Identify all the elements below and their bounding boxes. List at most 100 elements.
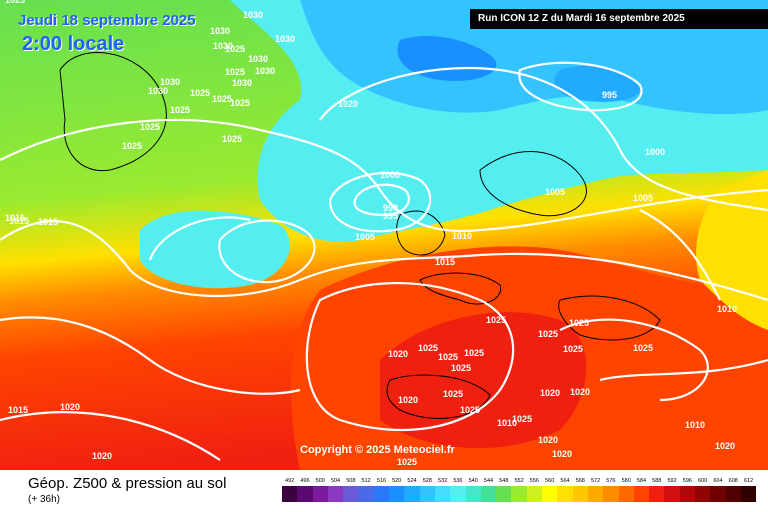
scale-color-swatch bbox=[465, 486, 481, 502]
scale-color-swatch bbox=[312, 486, 328, 502]
pressure-label: 1015 bbox=[5, 213, 25, 223]
pressure-label: 1020 bbox=[388, 349, 408, 359]
pressure-label: 1015 bbox=[435, 257, 455, 267]
pressure-label: 1025 bbox=[563, 344, 583, 354]
scale-color-swatch bbox=[587, 486, 604, 502]
scale-tick-label: 556 bbox=[529, 478, 539, 484]
scale-color-swatch bbox=[618, 486, 634, 502]
pressure-label: 995 bbox=[602, 90, 617, 100]
pressure-label: 1030 bbox=[213, 41, 233, 51]
color-scale-ticks: 492 496 500 504 508 512 516 520 524 528 532 536 540 5… bbox=[282, 478, 756, 486]
pressure-label: 1030 bbox=[275, 34, 295, 44]
pressure-label: 1020 bbox=[398, 395, 418, 405]
scale-color-swatch bbox=[282, 486, 298, 502]
scale-tick-label: 572 bbox=[590, 478, 601, 484]
scale-tick-label: 532 bbox=[438, 478, 448, 484]
forecast-date: Jeudi 18 septembre 2025 bbox=[18, 12, 196, 29]
pressure-label: 1020 bbox=[715, 441, 735, 451]
scale-tick-label: 492 bbox=[285, 478, 295, 484]
forecast-time: 2:00 locale bbox=[22, 33, 125, 55]
pressure-label: 1025 bbox=[486, 315, 506, 325]
pressure-label: 1030 bbox=[248, 54, 268, 64]
scale-tick-label: 528 bbox=[422, 478, 432, 484]
scale-color-swatch bbox=[343, 486, 359, 502]
scale-tick-label: 576 bbox=[606, 478, 616, 484]
scale-color-swatch bbox=[526, 486, 543, 502]
isobars bbox=[0, 61, 768, 461]
pressure-label: 1015 bbox=[8, 405, 28, 415]
legend-subtitle: (+ 36h) bbox=[28, 494, 60, 505]
scale-color-swatch bbox=[664, 486, 680, 502]
scale-color-swatch bbox=[419, 486, 435, 502]
scale-color-swatch bbox=[725, 486, 741, 502]
pressure-label: 1025 bbox=[418, 343, 438, 353]
pressure-label: 1000 bbox=[380, 170, 400, 180]
scale-tick-label: 608 bbox=[728, 478, 738, 484]
pressure-label: 1025 bbox=[170, 105, 190, 115]
pressure-label: 1005 bbox=[355, 232, 375, 242]
z500-cyan-atlantic bbox=[140, 210, 290, 289]
scale-color-swatch bbox=[327, 486, 344, 502]
pressure-label: 1020 bbox=[570, 387, 590, 397]
pressure-label: 1025 bbox=[397, 457, 417, 467]
scale-tick-label: 524 bbox=[407, 478, 417, 484]
scale-color-swatch bbox=[710, 486, 726, 502]
pressure-label: 1010 bbox=[685, 420, 705, 430]
pressure-label: 1020 bbox=[338, 99, 358, 109]
pressure-label: 1005 bbox=[545, 187, 565, 197]
scale-color-swatch bbox=[649, 486, 665, 502]
scale-tick-label: 584 bbox=[636, 478, 647, 484]
scale-tick-label: 600 bbox=[698, 478, 708, 484]
pressure-label: 1030 bbox=[255, 66, 275, 76]
pressure-label: 1000 bbox=[645, 147, 665, 157]
pressure-label: 995 bbox=[383, 211, 398, 221]
pressure-label: 1020 bbox=[538, 435, 558, 445]
pressure-label: 1010 bbox=[452, 231, 472, 241]
scale-tick-label: 592 bbox=[667, 478, 677, 484]
pressure-label: 1030 bbox=[210, 26, 230, 36]
scale-tick-label: 568 bbox=[575, 478, 585, 484]
scale-color-swatch bbox=[450, 486, 466, 502]
scale-tick-label: 544 bbox=[483, 478, 494, 484]
scale-color-swatch bbox=[511, 486, 527, 502]
pressure-labels: 1030 1030 1030 1025 1030 1030 1030 1030 … bbox=[5, 0, 737, 467]
scale-tick-label: 512 bbox=[361, 478, 371, 484]
scale-tick-label: 596 bbox=[682, 478, 692, 484]
pressure-label: 1025 bbox=[222, 134, 242, 144]
scale-tick-label: 604 bbox=[713, 478, 723, 484]
pressure-label: 1025 bbox=[460, 405, 480, 415]
pressure-label: 1020 bbox=[92, 451, 112, 461]
pressure-label: 1025 bbox=[225, 67, 245, 77]
pressure-label: 1020 bbox=[552, 449, 572, 459]
scale-tick-label: 508 bbox=[346, 478, 356, 484]
pressure-label: 1025 bbox=[190, 88, 210, 98]
pressure-label: 1030 bbox=[160, 77, 180, 87]
z500-deep-red-zone bbox=[380, 312, 587, 449]
pressure-label: 1020 bbox=[60, 402, 80, 412]
pressure-label: 1010 bbox=[497, 418, 517, 428]
scale-tick-label: 504 bbox=[330, 478, 341, 484]
legend-title: Géop. Z500 & pression au sol bbox=[28, 475, 227, 492]
pressure-label: 1025 bbox=[538, 329, 558, 339]
scale-tick-label: 560 bbox=[545, 478, 555, 484]
scale-color-swatch bbox=[480, 486, 497, 502]
pressure-label: 1025 bbox=[569, 318, 589, 328]
scale-color-swatch bbox=[389, 486, 405, 502]
pressure-label: 1025 bbox=[443, 389, 463, 399]
z500-blue-core-east bbox=[554, 65, 641, 102]
legend-footer: Géop. Z500 & pression au sol (+ 36h) 492… bbox=[0, 470, 768, 512]
copyright-text: Copyright © 2025 Meteociel.fr bbox=[300, 444, 455, 456]
scale-color-swatch bbox=[434, 486, 451, 502]
pressure-label: 1025 bbox=[122, 141, 142, 151]
scale-tick-label: 548 bbox=[499, 478, 509, 484]
coastlines bbox=[59, 52, 661, 419]
scale-color-swatch bbox=[404, 486, 420, 502]
pressure-label: 1025 bbox=[464, 348, 484, 358]
pressure-label: 1005 bbox=[633, 193, 653, 203]
pressure-label: 1025 bbox=[451, 363, 471, 373]
scale-tick-label: 520 bbox=[392, 478, 402, 484]
z500-blue-core bbox=[397, 35, 497, 81]
pressure-label: 1025 bbox=[5, 0, 25, 5]
scale-color-swatch bbox=[695, 486, 711, 502]
scale-tick-label: 588 bbox=[652, 478, 662, 484]
